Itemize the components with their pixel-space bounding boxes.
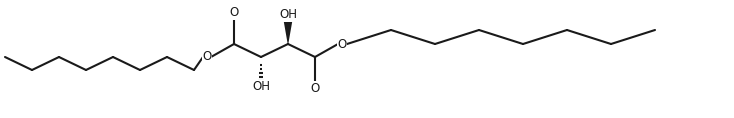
- Text: O: O: [203, 51, 211, 63]
- Polygon shape: [283, 20, 293, 44]
- Text: O: O: [310, 82, 319, 95]
- Text: O: O: [338, 38, 346, 51]
- Text: O: O: [229, 6, 239, 19]
- Text: OH: OH: [252, 80, 270, 93]
- Text: OH: OH: [279, 8, 297, 21]
